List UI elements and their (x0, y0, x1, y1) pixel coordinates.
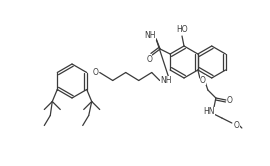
Text: NH: NH (160, 76, 171, 85)
Text: O: O (200, 76, 206, 84)
Text: HO: HO (176, 25, 188, 34)
Text: O: O (227, 95, 233, 105)
Text: O: O (234, 121, 240, 129)
Text: O: O (93, 68, 99, 77)
Text: O: O (146, 54, 152, 64)
Text: HN: HN (203, 108, 215, 117)
Text: NH: NH (144, 31, 156, 40)
